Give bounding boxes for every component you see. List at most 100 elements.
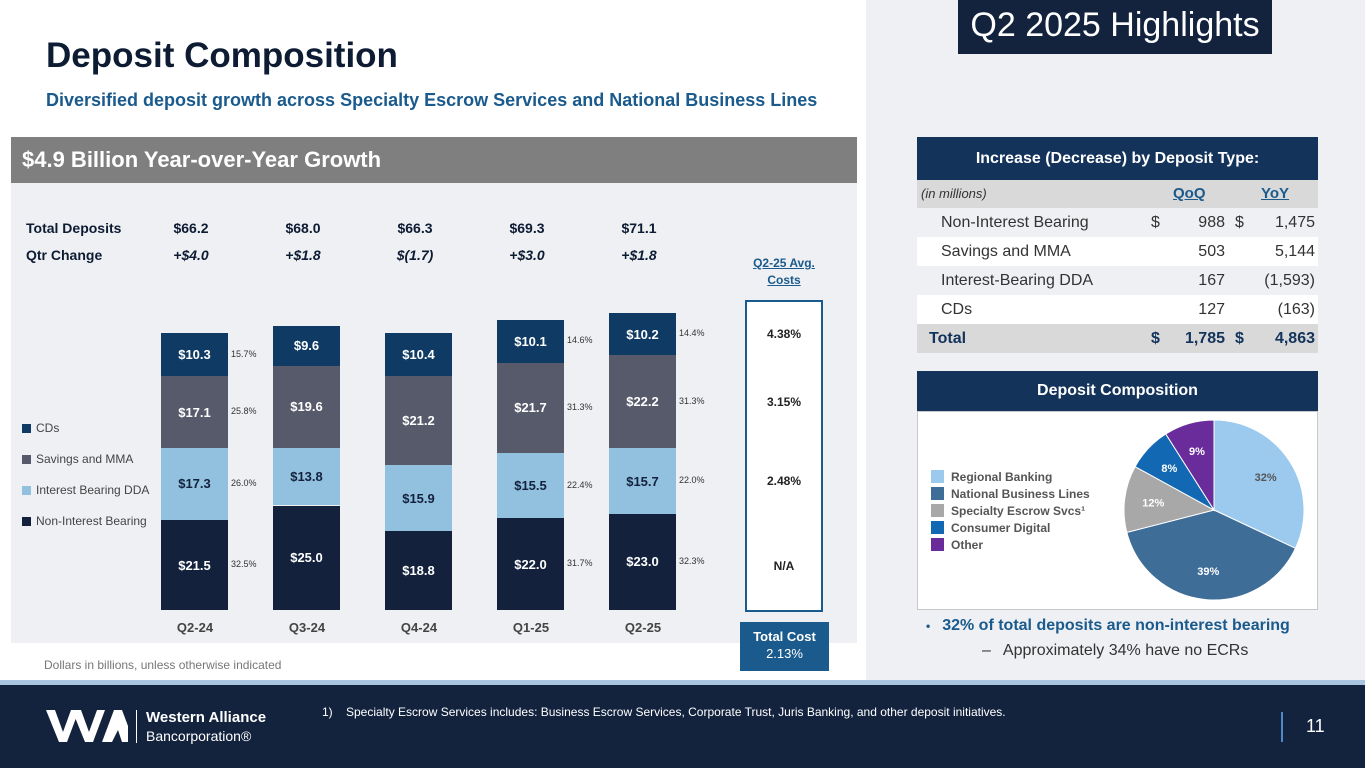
- bar-segment-interest-bearing-dda: $15.9: [385, 464, 452, 532]
- pie-legend-label: Consumer Digital: [951, 521, 1051, 535]
- pie-legend-swatch: [931, 538, 944, 551]
- page-number-divider: [1281, 712, 1283, 742]
- x-axis-label: Q2-24: [176, 620, 214, 635]
- table-cell: $: [1151, 330, 1160, 347]
- pie-legend-item: Specialty Escrow Svcs¹: [931, 504, 1085, 518]
- table-cell: $: [1151, 214, 1160, 231]
- table-cell: 503: [1198, 243, 1225, 260]
- qtr-change-value: +$3.0: [509, 247, 545, 263]
- bar-percent-label: 32.3%: [679, 555, 705, 566]
- pie-legend-label: Other: [951, 538, 984, 552]
- table-cell: (163): [1277, 301, 1315, 318]
- total-deposits-value: $66.2: [173, 220, 209, 236]
- total-deposits-value: $71.1: [621, 220, 657, 236]
- qtr-change-label: Qtr Change: [26, 247, 103, 263]
- legend-label: Non-Interest Bearing: [36, 514, 147, 528]
- avg-costs-box: [745, 300, 823, 612]
- table-cell: 1,475: [1274, 214, 1315, 231]
- logo-divider: [136, 710, 137, 743]
- table-cell: $: [1235, 330, 1244, 347]
- table-unit-label: (in millions): [921, 186, 987, 201]
- legend-swatch: [22, 517, 31, 526]
- bullet-dot: •: [926, 619, 931, 633]
- legend-swatch: [22, 455, 31, 464]
- table-cell: 127: [1198, 301, 1225, 318]
- table-cell: 5,144: [1274, 243, 1315, 260]
- footnote: 1) Specialty Escrow Services includes: B…: [322, 705, 1006, 719]
- bullet-text: 32% of total deposits are non-interest b…: [942, 617, 1290, 634]
- bar-percent-label: 31.3%: [679, 395, 705, 406]
- total-cost-label: Total Cost: [753, 629, 816, 644]
- legend-item-savings: Savings and MMA: [22, 452, 133, 466]
- bar-segment-interest-bearing-dda: $13.8: [273, 447, 340, 506]
- table-cell: Savings and MMA: [941, 243, 1071, 260]
- pie-legend-label: Regional Banking: [951, 470, 1053, 484]
- cost-ib-dda: 2.48%: [766, 474, 802, 488]
- bar-percent-label: 14.4%: [679, 328, 705, 339]
- composition-banner: Deposit Composition: [917, 371, 1318, 411]
- legend-item-ib-dda: Interest Bearing DDA: [22, 483, 149, 497]
- bar-segment-interest-bearing-dda: $15.7: [609, 448, 676, 514]
- cost-savings: 3.15%: [766, 395, 802, 409]
- bar-segment-cds: $9.6: [273, 325, 340, 366]
- table-cell: $: [1235, 214, 1244, 231]
- bar-segment-non-interest-bearing: $22.0: [497, 518, 564, 610]
- pie-legend-label: Specialty Escrow Svcs¹: [951, 504, 1086, 518]
- table-row: Non-Interest Bearing $988 $1,475: [917, 208, 1318, 237]
- bar-percent-label: 25.8%: [231, 406, 257, 417]
- bar-segment-non-interest-bearing: $21.5: [161, 520, 228, 610]
- bullet-non-interest: • 32% of total deposits are non-interest …: [926, 617, 1290, 635]
- pie-legend-swatch: [931, 521, 944, 534]
- total-deposits-label: Total Deposits: [26, 220, 122, 236]
- pie-legend-item: Consumer Digital: [931, 521, 1050, 535]
- table-cell: Interest-Bearing DDA: [941, 272, 1094, 289]
- bar-segment-savings-and-mma: $19.6: [273, 365, 340, 448]
- deposit-type-banner: Increase (Decrease) by Deposit Type:: [917, 137, 1318, 180]
- table-cell: 988: [1198, 214, 1225, 231]
- bar-segment-non-interest-bearing: $23.0: [609, 513, 676, 610]
- sub-bullet-text: Approximately 34% have no ECRs: [1002, 642, 1249, 659]
- x-axis-label: Q3-24: [288, 620, 326, 635]
- table-cell: CDs: [941, 301, 973, 318]
- table-cell: Non-Interest Bearing: [941, 214, 1089, 231]
- table-header-row: (in millions) QoQ YoY: [917, 180, 1318, 208]
- page-title: Deposit Composition: [46, 36, 398, 75]
- qtr-change-value: +$1.8: [285, 247, 321, 263]
- legend-swatch: [22, 486, 31, 495]
- legend-item-cds: CDs: [22, 421, 59, 435]
- legend-swatch: [22, 424, 31, 433]
- bar-percent-label: 22.0%: [679, 475, 705, 486]
- total-deposits-value: $68.0: [285, 220, 321, 236]
- pie-legend-item: Regional Banking: [931, 470, 1052, 484]
- column-header-yoy: YoY: [1261, 185, 1290, 202]
- bar-segment-non-interest-bearing: $25.0: [273, 505, 340, 610]
- x-axis-label: Q4-24: [400, 620, 438, 635]
- total-deposits-value: $66.3: [397, 220, 433, 236]
- qtr-change-value: +$4.0: [173, 247, 209, 263]
- pie-legend-item: Other: [931, 538, 983, 552]
- units-note: Dollars in billions, unless otherwise in…: [44, 658, 282, 672]
- table-row: Interest-Bearing DDA 167 (1,593): [917, 266, 1318, 295]
- company-name: Western Alliance: [146, 709, 267, 726]
- table-cell: Total: [929, 330, 967, 347]
- pie-legend-item: National Business Lines: [931, 487, 1090, 501]
- bar-segment-cds: $10.2: [609, 312, 676, 356]
- page-number: 11: [1306, 716, 1325, 736]
- chart-banner: $4.9 Billion Year-over-Year Growth: [11, 137, 857, 183]
- bar-segment-savings-and-mma: $21.2: [385, 376, 452, 465]
- x-axis-label: Q2-25: [624, 620, 662, 635]
- bar-segment-savings-and-mma: $22.2: [609, 355, 676, 449]
- table-cell: (1,593): [1264, 272, 1315, 289]
- cost-nib: N/A: [773, 559, 795, 573]
- legend-label: Interest Bearing DDA: [36, 483, 150, 497]
- table-cell: 167: [1198, 272, 1225, 289]
- pie-legend-swatch: [931, 470, 944, 483]
- bar-segment-savings-and-mma: $21.7: [497, 362, 564, 454]
- column-header-qoq: QoQ: [1173, 185, 1206, 202]
- pie-legend-swatch: [931, 487, 944, 500]
- bar-percent-label: 31.7%: [567, 558, 593, 569]
- footer: [0, 685, 1365, 768]
- bar-percent-label: 32.5%: [231, 559, 257, 570]
- pie-legend-swatch: [931, 504, 944, 517]
- bar-percent-label: 15.7%: [231, 348, 257, 359]
